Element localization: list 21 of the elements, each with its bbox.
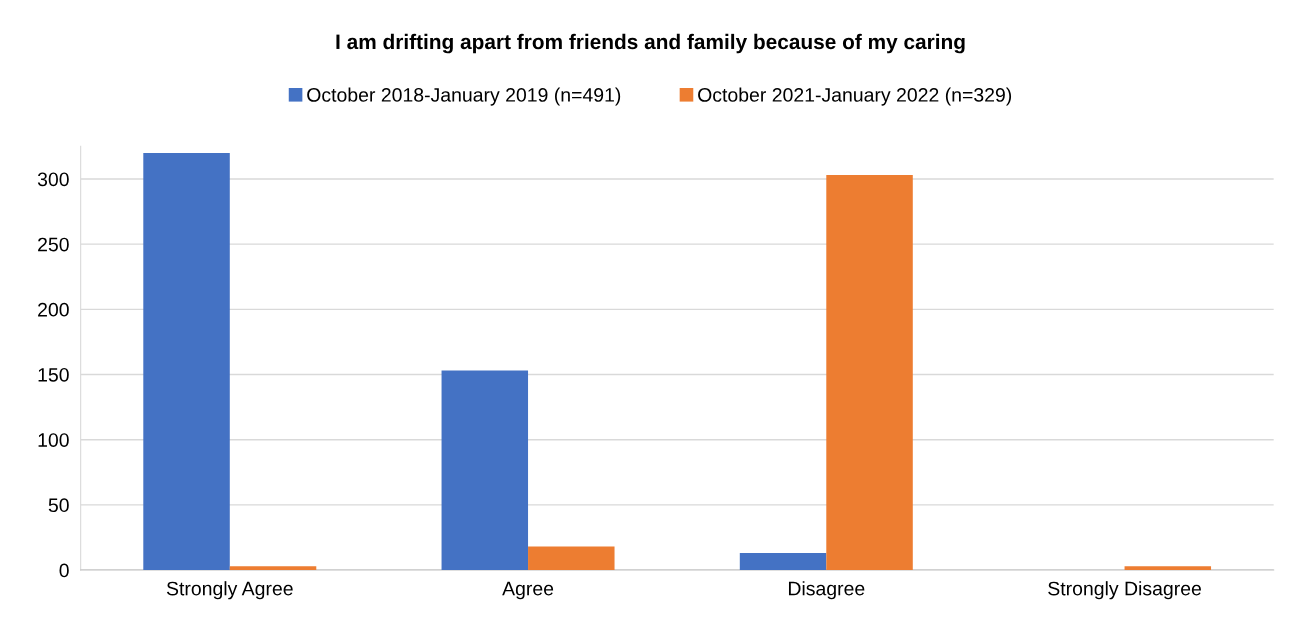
chart-title: I am drifting apart from friends and family because of my caring	[336, 33, 965, 54]
bar	[229, 566, 317, 571]
x-tick-label: Agree	[502, 581, 554, 600]
y-tick-label: 150	[38, 367, 69, 382]
legend-label: October 2018-January 2019 (n=491)	[307, 87, 621, 106]
y-tick-label: 300	[37, 172, 69, 187]
y-tick-label: 50	[48, 498, 69, 513]
x-tick-label: Disagree	[788, 581, 865, 600]
legend-label: October 2021-January 2022 (n=329)	[698, 87, 1012, 106]
bar	[826, 175, 913, 571]
y-tick-label: 0	[59, 563, 69, 578]
y-tick-label: 250	[38, 237, 69, 252]
y-tick-label: 100	[38, 433, 69, 447]
x-tick-label: Strongly Disagree	[1048, 581, 1201, 600]
bar	[528, 546, 615, 571]
bar	[1124, 566, 1212, 571]
y-tick-label: 200	[38, 302, 69, 317]
bar	[441, 370, 529, 571]
x-tick-label: Strongly Agree	[166, 581, 293, 600]
bar	[143, 152, 230, 571]
bar	[739, 553, 827, 571]
